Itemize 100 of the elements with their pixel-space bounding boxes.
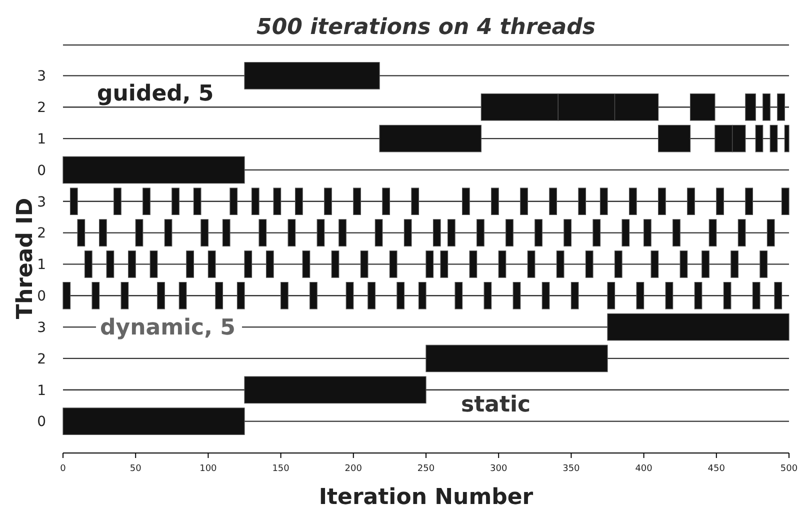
bar: [777, 93, 785, 121]
bar: [280, 282, 288, 310]
bar: [426, 250, 434, 278]
bar: [135, 219, 144, 246]
bar: [150, 250, 158, 278]
bar: [614, 250, 622, 278]
bar: [723, 282, 732, 310]
bar: [534, 219, 542, 246]
bar: [622, 219, 630, 246]
bar: [600, 188, 608, 216]
bar: [520, 188, 528, 216]
y-tick-label: 0: [37, 414, 46, 430]
bar: [781, 188, 790, 216]
bar: [770, 124, 778, 152]
bar: [628, 188, 637, 216]
bar: [62, 282, 71, 310]
bar: [92, 282, 100, 310]
bar: [324, 188, 332, 216]
bar: [331, 250, 340, 278]
bar: [512, 282, 521, 310]
bar: [382, 188, 390, 216]
y-tick-label: 3: [37, 320, 46, 336]
bar: [454, 282, 463, 310]
y-tick-label: 2: [37, 351, 46, 368]
bar: [432, 219, 441, 246]
bar: [411, 188, 420, 216]
bar: [288, 219, 296, 246]
bar: [694, 282, 702, 310]
x-tick-label: 200: [344, 464, 362, 474]
bar: [484, 282, 492, 310]
bar: [84, 250, 92, 278]
bar: [244, 250, 252, 278]
bar: [236, 282, 245, 310]
y-tick-label: 3: [37, 194, 46, 210]
bar: [716, 188, 724, 216]
bar: [607, 282, 616, 310]
x-tick-label: 450: [708, 464, 726, 474]
bar: [128, 250, 136, 278]
bar: [114, 188, 122, 216]
annotation: guided, 5: [97, 82, 214, 107]
bar: [607, 313, 790, 341]
bar: [200, 219, 208, 246]
x-axis-title: Iteration Number: [318, 485, 534, 510]
x-tick-label: 500: [780, 464, 798, 474]
bar: [690, 93, 716, 121]
bar: [389, 250, 398, 278]
bar: [730, 250, 738, 278]
bar: [498, 250, 506, 278]
bar: [665, 282, 674, 310]
bar: [556, 250, 564, 278]
bar: [527, 250, 536, 278]
bar: [302, 250, 310, 278]
bar: [658, 188, 666, 216]
bar: [702, 250, 710, 278]
y-tick-label: 1: [37, 131, 46, 148]
bar: [542, 282, 550, 310]
bar: [70, 188, 78, 216]
y-axis-title: Thread ID: [13, 198, 38, 320]
bar: [77, 219, 86, 246]
bar: [295, 188, 303, 216]
bar: [258, 219, 267, 246]
bar: [157, 282, 165, 310]
bar: [178, 282, 187, 310]
bar: [396, 282, 405, 310]
x-tick-label: 300: [490, 464, 508, 474]
y-tick-label: 2: [37, 226, 46, 242]
y-tick-label: 0: [37, 288, 46, 305]
bar: [636, 282, 644, 310]
bar: [658, 124, 691, 152]
bar: [62, 156, 245, 184]
bar: [491, 188, 499, 216]
bar: [186, 250, 194, 278]
bar: [404, 219, 412, 246]
chart-title: 500 iterations on 4 threads: [256, 15, 596, 40]
bar: [506, 219, 514, 246]
bar: [784, 124, 790, 152]
bar: [644, 219, 652, 246]
bar: [745, 188, 753, 216]
bar: [316, 219, 325, 246]
bar: [578, 188, 586, 216]
bar: [774, 282, 782, 310]
bar: [120, 282, 129, 310]
y-tick-label: 0: [37, 162, 46, 179]
bar: [244, 376, 426, 404]
bar: [549, 188, 557, 216]
x-tick-label: 350: [562, 464, 580, 474]
bar: [426, 344, 608, 372]
bar: [585, 250, 594, 278]
bar: [172, 188, 180, 216]
bar: [592, 219, 601, 246]
y-tick-label: 1: [37, 257, 46, 274]
bar: [469, 250, 478, 278]
bar: [193, 188, 202, 216]
bar: [418, 282, 426, 310]
y-tick-label: 3: [37, 68, 46, 85]
bar: [650, 250, 659, 278]
bar: [266, 250, 274, 278]
bar: [570, 282, 579, 310]
x-tick-label: 150: [272, 464, 290, 474]
x-tick-label: 0: [60, 464, 66, 474]
